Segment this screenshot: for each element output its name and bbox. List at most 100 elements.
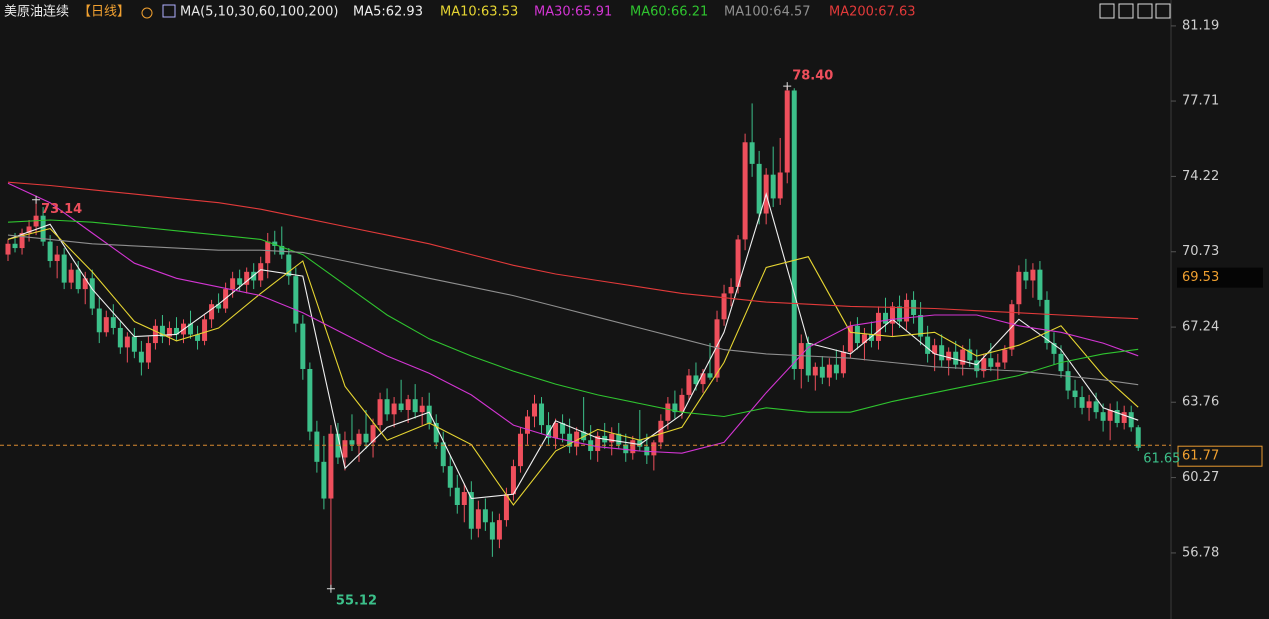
tool-button[interactable] [1118, 3, 1134, 19]
y-tick-label: 77.71 [1182, 94, 1219, 109]
legend-entry: MA200:67.63 [829, 5, 916, 20]
candle-body [574, 431, 580, 447]
candle-body [833, 364, 839, 374]
candle-body [939, 345, 945, 361]
candle-body [356, 433, 362, 445]
candle-body [700, 373, 706, 385]
candle-body [26, 226, 32, 233]
candle-body [384, 399, 390, 415]
ma-line [7, 181, 1139, 320]
candle-body [777, 172, 783, 199]
candle-body [138, 351, 144, 363]
candle-body [370, 425, 376, 443]
legend-entry: MA5:62.93 [353, 5, 423, 20]
candle-body [1100, 412, 1106, 421]
candle-body [721, 293, 727, 320]
price-tag: 69.53 [1182, 270, 1219, 285]
y-tick-label: 63.76 [1182, 395, 1219, 410]
candle-body [433, 422, 439, 443]
candle-body [82, 278, 88, 290]
candle-body [665, 403, 671, 421]
candle-body [616, 433, 622, 445]
candle-body [1002, 349, 1008, 363]
extreme-label: 73.14 [41, 202, 82, 217]
candle-body [342, 440, 348, 458]
candle-body [103, 317, 109, 333]
candle-body [398, 403, 404, 411]
candle-body [96, 308, 102, 333]
tool-button[interactable] [1137, 3, 1153, 19]
candle-body [321, 461, 327, 499]
toolbar [1099, 3, 1171, 19]
extreme-marker [326, 584, 335, 593]
candle-body [405, 399, 411, 411]
candle-body [546, 425, 552, 439]
candle-body [826, 364, 832, 378]
candle-body [805, 343, 811, 376]
candle-body [461, 492, 467, 506]
legend-entry: MA30:65.91 [534, 5, 612, 20]
tool-button[interactable] [1099, 3, 1115, 19]
candle-body [328, 433, 334, 499]
candle-body [539, 403, 545, 426]
candle-body [166, 327, 172, 337]
candle-body [40, 215, 46, 242]
candle-body [237, 278, 243, 285]
candle-body [244, 271, 250, 285]
candle-body [440, 442, 446, 467]
legend-entry: MA10:63.53 [440, 5, 518, 20]
candle-body [68, 269, 74, 283]
candle-body [567, 433, 573, 447]
candle-body [216, 304, 222, 309]
candle-body [524, 416, 530, 434]
candle-body [286, 254, 292, 277]
candle-body [658, 420, 664, 443]
candle-body [728, 286, 734, 294]
candle-body [749, 142, 755, 164]
candle-body [482, 509, 488, 523]
candle-body [307, 368, 313, 432]
candle-body [314, 431, 320, 462]
candle-body [145, 343, 151, 363]
candle-body [89, 278, 95, 309]
candle-body [1107, 410, 1113, 421]
candle-body [861, 334, 867, 344]
candle-body [1044, 299, 1050, 344]
candle-body [1051, 343, 1057, 354]
candle-body [847, 325, 853, 352]
candle-body [875, 312, 881, 341]
candle-body [1093, 401, 1099, 413]
candle-body [496, 520, 502, 540]
candle-body [953, 351, 959, 365]
candle-body [812, 366, 818, 376]
candle-body [5, 243, 11, 255]
candle-body [468, 492, 474, 529]
extreme-label: 55.12 [336, 593, 377, 608]
candle-body [756, 163, 762, 214]
candle-body [391, 403, 397, 415]
candle-body [124, 336, 130, 348]
candle-body [159, 325, 165, 337]
candle-body [707, 373, 713, 378]
candle-body [770, 174, 776, 199]
candle-body [791, 90, 797, 369]
tool-button[interactable] [1155, 3, 1171, 19]
candle-body [1114, 410, 1120, 423]
candle-body [735, 239, 741, 287]
ma-line [7, 192, 1139, 500]
legend-entry: MA100:64.57 [724, 5, 811, 20]
candle-body [1065, 371, 1071, 391]
candle-body [630, 440, 636, 454]
candle-body [974, 360, 980, 372]
indicator-icon[interactable] [162, 4, 176, 18]
candle-body [272, 241, 278, 246]
y-tick-label: 56.78 [1182, 545, 1219, 560]
candle-body [363, 433, 369, 443]
settings-icon[interactable] [141, 7, 153, 19]
candle-body [609, 433, 615, 443]
ma-line [7, 219, 1139, 418]
candle-body [293, 276, 299, 324]
candle-body [553, 422, 559, 439]
candle-body [61, 254, 67, 283]
